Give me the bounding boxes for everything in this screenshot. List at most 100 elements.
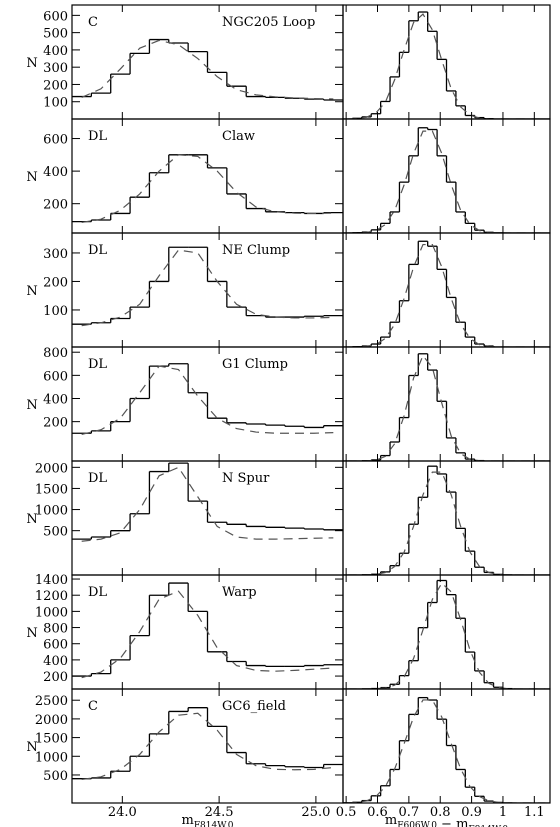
text: m — [181, 813, 193, 827]
region-name: NE Clump — [222, 243, 290, 258]
y-tick-label: 200 — [43, 670, 68, 685]
region-name: NGC205 Loop — [222, 15, 315, 30]
y-tick-label: 500 — [43, 525, 68, 540]
plot-area — [72, 462, 343, 542]
fit-curve — [81, 249, 334, 327]
rich-text: mF606W,0 − mF814W,0 — [385, 813, 508, 827]
text: − m — [437, 817, 468, 827]
y-axis-label: N — [26, 740, 37, 755]
y-tick-label: 500 — [43, 769, 68, 784]
panel: 100 200 300 400 500 600 N C NGC205 Loop — [26, 4, 344, 120]
fit-curve — [347, 471, 546, 575]
y-tick-label: 200 — [43, 275, 68, 290]
y-tick-label: 600 — [43, 638, 68, 653]
subscript: F606W,0 — [397, 821, 437, 827]
fit-curve — [347, 130, 546, 233]
y-axis-label: N — [26, 284, 37, 299]
fit-curve — [347, 354, 546, 461]
panel: 24.0 24.5 25.0 500 1000 1500 2000 2500 N C GC6_fie… — [26, 688, 344, 827]
plot-area — [72, 154, 343, 224]
rich-text: mF814W,0 — [181, 813, 233, 827]
plot-area — [343, 11, 550, 119]
y-tick-label: 800 — [43, 622, 68, 637]
panel: 200 400 600 N DL Claw — [26, 118, 344, 234]
y-tick-label: 500 — [43, 27, 68, 42]
panel — [342, 346, 551, 462]
panel-frame — [71, 688, 344, 804]
region-name: GC6_field — [222, 699, 286, 714]
y-tick-label: 1500 — [35, 482, 68, 497]
y-tick-label: 1500 — [35, 732, 68, 747]
plot-area — [343, 353, 550, 461]
fit-curve — [347, 699, 546, 803]
y-tick-label: 1000 — [35, 605, 68, 620]
y-tick-label: 1200 — [35, 589, 68, 604]
y-tick-label: 1400 — [35, 573, 68, 588]
fit-curve — [81, 712, 334, 781]
region-tag: C — [88, 699, 98, 714]
text: m — [385, 813, 397, 827]
x-tick-label: 0.6 — [367, 805, 388, 820]
region-name: N Spur — [222, 471, 270, 486]
x-tick-label: 24.0 — [108, 805, 137, 820]
panel — [342, 232, 551, 348]
plot-area — [72, 246, 343, 327]
panel — [342, 574, 551, 690]
y-tick-label: 200 — [43, 416, 68, 431]
panel — [342, 118, 551, 234]
y-tick-label: 300 — [43, 247, 68, 262]
y-tick-label: 1000 — [35, 750, 68, 765]
plot-area — [72, 582, 343, 679]
y-tick-label: 100 — [43, 304, 68, 319]
y-tick-label: 2000 — [35, 461, 68, 476]
region-tag: DL — [88, 129, 107, 144]
region-name: G1 Clump — [222, 357, 288, 372]
x-tick-label: 1.1 — [524, 805, 545, 820]
subscript: F814W,0 — [468, 825, 508, 827]
y-tick-label: 100 — [43, 96, 68, 111]
fit-curve — [347, 243, 546, 347]
x-tick-label: 0.9 — [461, 805, 482, 820]
y-tick-label: 2500 — [35, 694, 68, 709]
region-tag: DL — [88, 585, 107, 600]
y-tick-label: 600 — [43, 369, 68, 384]
plot-area — [343, 696, 550, 803]
fit-curve — [347, 13, 546, 119]
panel-frame — [71, 118, 344, 234]
plot-area — [343, 579, 550, 689]
region-tag: DL — [88, 357, 107, 372]
y-tick-label: 600 — [43, 9, 68, 24]
panel: 100 200 300 N DL NE Clump — [26, 232, 344, 348]
y-axis-label: N — [26, 626, 37, 641]
region-name: Claw — [222, 129, 255, 144]
x-tick-label: 0.8 — [430, 805, 451, 820]
y-tick-label: 400 — [43, 165, 68, 180]
plot-area — [343, 240, 550, 347]
plot-area — [72, 363, 343, 435]
y-axis-label: N — [26, 512, 37, 527]
y-tick-label: 400 — [43, 654, 68, 669]
region-name: Warp — [222, 585, 257, 600]
subscript: F814W,0 — [194, 821, 234, 827]
y-axis-label: N — [26, 170, 37, 185]
y-tick-label: 600 — [43, 133, 68, 148]
fit-curve — [81, 365, 334, 435]
fit-curve — [81, 590, 334, 679]
y-tick-label: 2000 — [35, 713, 68, 728]
x-tick-label: 0.5 — [336, 805, 357, 820]
y-tick-label: 300 — [43, 61, 68, 76]
region-tag: DL — [88, 471, 107, 486]
y-tick-label: 400 — [43, 393, 68, 408]
fit-curve — [81, 154, 334, 224]
x-tick-label: 25.0 — [301, 805, 330, 820]
plot-area — [72, 707, 343, 781]
panel — [342, 460, 551, 576]
y-tick-label: 800 — [43, 346, 68, 361]
x-tick-label: 1 — [499, 805, 507, 820]
plot-area — [72, 38, 343, 101]
x-tick-label: 0.7 — [399, 805, 420, 820]
panel: 500 1000 1500 2000 N DL N Spur — [26, 460, 344, 576]
y-axis-label: N — [26, 398, 37, 413]
region-tag: C — [88, 15, 98, 30]
